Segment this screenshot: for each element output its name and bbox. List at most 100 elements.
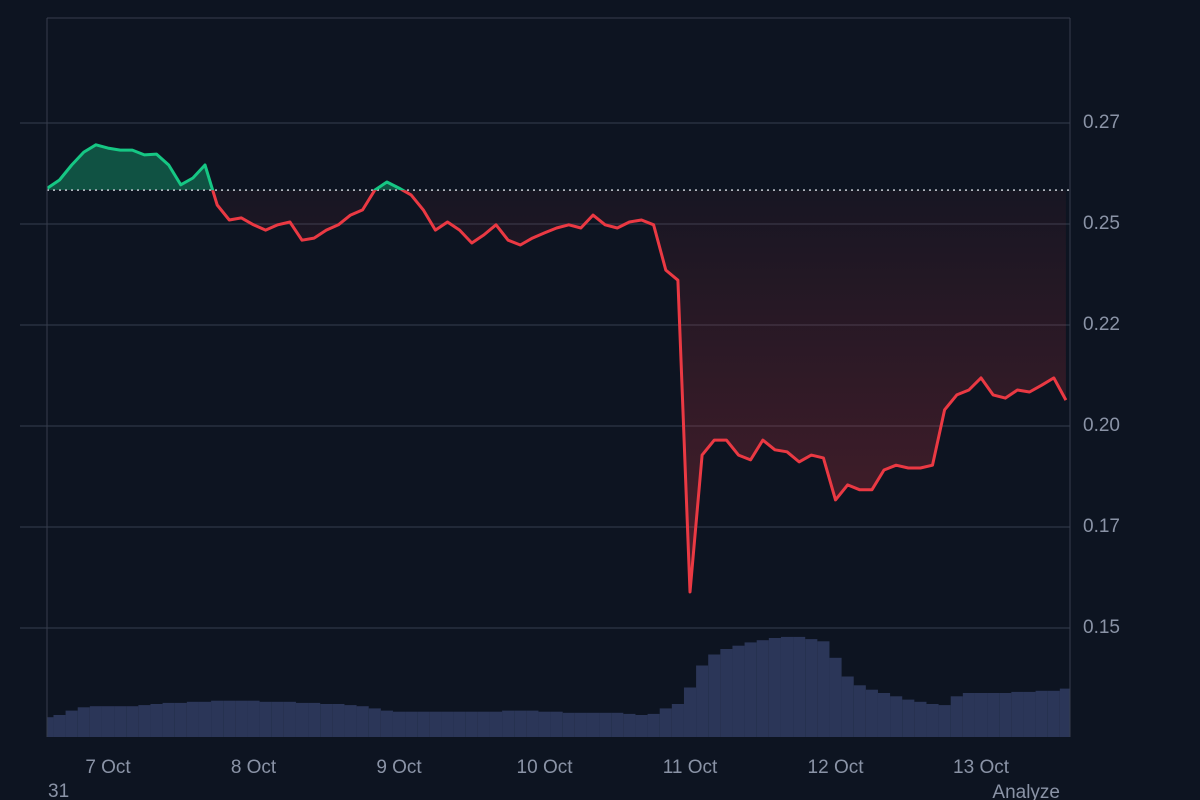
volume-bar — [453, 711, 466, 737]
volume-bar — [768, 638, 781, 737]
y-tick-label: 0.25 — [1083, 213, 1120, 234]
volume-bar — [696, 665, 709, 737]
volume-bar — [647, 713, 660, 737]
volume-bar — [720, 649, 733, 737]
volume-bar — [332, 704, 345, 737]
x-tick-label: 9 Oct — [376, 757, 422, 778]
volume-bar — [320, 704, 333, 737]
footer-right[interactable]: Analyze — [992, 782, 1060, 800]
volume-bar — [974, 693, 988, 737]
volume-bar — [368, 708, 381, 737]
volume-bar — [914, 701, 927, 737]
area-above — [47, 144, 1066, 191]
volume-bar — [247, 700, 260, 737]
volume-bar — [1011, 691, 1024, 737]
volume-bar — [235, 700, 248, 737]
volume-bar — [526, 710, 539, 737]
volume-bar — [356, 706, 369, 737]
volume-bar — [586, 712, 600, 737]
volume-bar — [198, 701, 212, 737]
volume-bar — [829, 657, 842, 737]
volume-bar — [53, 715, 66, 737]
x-tick-label: 11 Oct — [663, 757, 718, 778]
volume-bar — [950, 696, 963, 737]
volume-bar — [890, 696, 903, 737]
volume-bar — [756, 640, 769, 737]
volume-bar — [1023, 691, 1036, 737]
volume-bar — [1047, 690, 1060, 737]
volume-bar — [465, 711, 478, 737]
volume-bar — [902, 699, 915, 737]
volume-bar — [186, 701, 199, 737]
volume-bar — [671, 704, 684, 737]
volume-bar — [926, 704, 939, 737]
volume-bar — [562, 712, 575, 737]
volume-bar — [599, 712, 612, 737]
y-tick-label: 0.20 — [1083, 415, 1120, 436]
volume-bar — [441, 711, 454, 737]
volume-bar — [174, 702, 187, 737]
volume-bar — [793, 636, 806, 737]
volume-bar — [101, 706, 115, 737]
volume-bar — [502, 710, 515, 737]
volume-bar — [150, 704, 163, 737]
volume-bar — [659, 708, 672, 737]
volume-bar — [114, 706, 127, 737]
volume-bar — [538, 711, 551, 737]
volume-bar — [223, 700, 236, 737]
volume-bar — [611, 712, 624, 737]
volume-bar — [744, 642, 757, 737]
volume-bar — [259, 701, 272, 737]
volume-bar — [877, 693, 891, 737]
x-tick-label: 7 Oct — [85, 757, 131, 778]
volume-bar — [514, 710, 527, 737]
volume-bar — [732, 645, 745, 737]
x-tick-label: 12 Oct — [808, 757, 865, 778]
volume-bar — [138, 705, 151, 737]
volume-bar — [708, 654, 721, 737]
x-tick-label: 8 Oct — [231, 757, 277, 778]
volume-bar — [817, 641, 830, 737]
footer-left: 31 — [48, 781, 69, 800]
volume-bar — [623, 713, 636, 737]
volume-bar — [574, 712, 587, 737]
volume-bar — [999, 693, 1012, 737]
volume-bar — [987, 693, 1000, 737]
volume-bar — [77, 707, 90, 737]
y-tick-label: 0.22 — [1083, 314, 1120, 335]
volume-bar — [89, 706, 102, 737]
volume-bar — [1059, 688, 1070, 737]
volume-bar — [162, 702, 175, 737]
volume-bar — [865, 689, 878, 737]
area-below — [212, 190, 1066, 592]
volume-bar — [344, 705, 357, 737]
volume-bar — [392, 711, 406, 737]
volume-bar — [126, 706, 139, 737]
volume-bar — [65, 710, 78, 737]
volume-bar — [271, 701, 284, 737]
price-line-below — [211, 190, 1068, 594]
volume-bar — [417, 711, 430, 737]
x-tick-label: 10 Oct — [517, 757, 574, 778]
volume-bar — [962, 693, 975, 737]
volume-bar — [295, 702, 309, 737]
volume-bar — [47, 717, 54, 737]
volume-bar — [308, 702, 321, 737]
volume-bar — [938, 705, 951, 737]
volume-bar — [841, 676, 854, 737]
volume-bar — [853, 685, 866, 737]
volume-bar — [780, 636, 794, 737]
volume-bar — [405, 711, 418, 737]
volume-bar — [380, 710, 393, 737]
y-tick-label: 0.17 — [1083, 516, 1120, 537]
x-tick-label: 13 Oct — [953, 757, 1010, 778]
volume-bar — [211, 700, 224, 737]
volume-bar — [283, 701, 296, 737]
volume-bar — [683, 687, 697, 737]
y-tick-label: 0.15 — [1083, 617, 1120, 638]
volume-bar — [489, 711, 503, 737]
volume-bar — [635, 715, 648, 737]
volume-bar — [805, 639, 818, 737]
